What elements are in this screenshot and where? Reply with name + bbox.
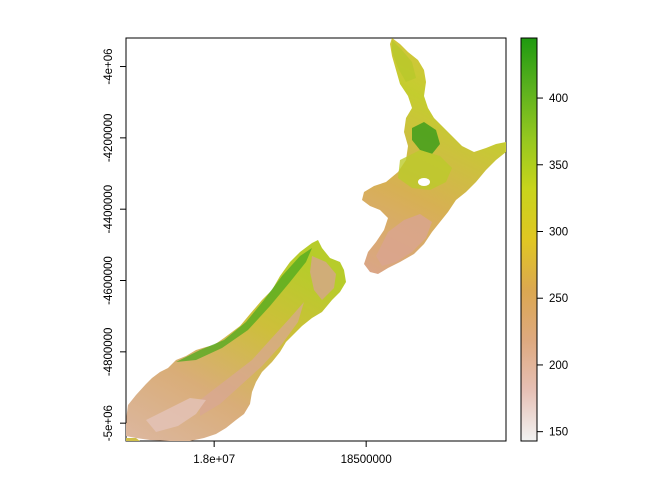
y-tick-label: -4200000 bbox=[103, 114, 115, 163]
color-legend: 150 200 250 300 350 400 bbox=[520, 37, 568, 442]
y-axis: -4e+06 -4200000 -4400000 -4600000 -4800000 -5… bbox=[103, 48, 127, 441]
legend-tick-label: 300 bbox=[549, 226, 568, 238]
y-tick-label: -4e+06 bbox=[103, 48, 115, 84]
stewart-island bbox=[126, 438, 140, 441]
legend-tick-label: 150 bbox=[549, 427, 568, 439]
y-tick-label: -4600000 bbox=[103, 256, 115, 305]
legend-colorbar bbox=[520, 37, 538, 442]
legend-tick-label: 400 bbox=[549, 93, 568, 105]
x-tick-label: 1.8e+07 bbox=[193, 454, 235, 466]
y-tick-label: -4400000 bbox=[103, 185, 115, 234]
south-island bbox=[126, 240, 346, 441]
x-axis: 1.8e+07 18500000 bbox=[193, 440, 392, 466]
legend-tick-label: 350 bbox=[549, 160, 568, 172]
y-tick-label: -4800000 bbox=[103, 328, 115, 377]
legend-tick-label: 200 bbox=[549, 360, 568, 372]
x-tick-label: 18500000 bbox=[341, 454, 392, 466]
y-tick-label: -5e+06 bbox=[103, 405, 115, 441]
north-island bbox=[362, 38, 506, 274]
legend-tick-label: 250 bbox=[549, 293, 568, 305]
